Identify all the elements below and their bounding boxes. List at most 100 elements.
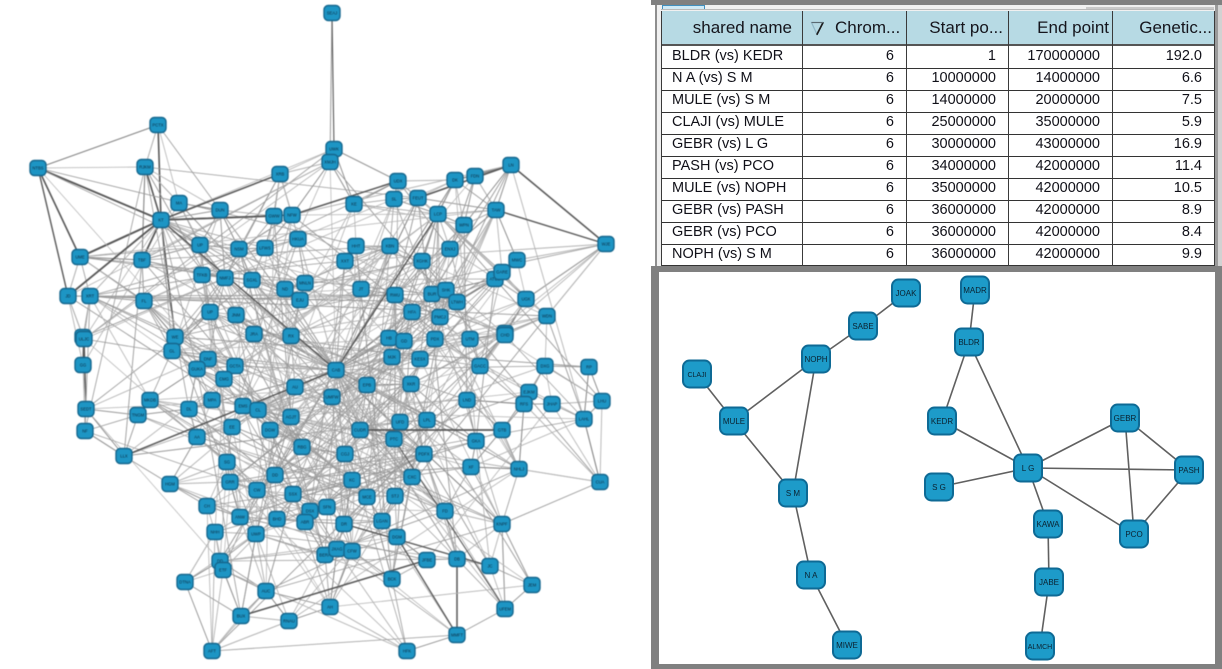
svg-text:MA: MA (176, 201, 182, 206)
svg-text:HKUA: HKUA (292, 237, 304, 242)
svg-text:ANW: ANW (235, 515, 245, 520)
svg-text:MPA: MPA (208, 398, 217, 403)
svg-text:FL: FL (142, 299, 148, 304)
svg-text:UFEM: UFEM (499, 607, 511, 612)
svg-text:DUN: DUN (215, 208, 224, 213)
svg-text:GWW: GWW (268, 214, 279, 219)
svg-text:HFA: HFA (408, 310, 416, 315)
svg-text:GRR: GRR (225, 480, 234, 485)
svg-text:MMFT: MMFT (451, 633, 464, 638)
svg-text:MKDB: MKDB (144, 398, 156, 403)
svg-text:CUDR: CUDR (354, 428, 366, 433)
svg-text:UP: UP (197, 243, 203, 248)
svg-text:DR: DR (341, 522, 347, 527)
svg-text:N A: N A (805, 571, 819, 580)
svg-text:NHLJ: NHLJ (514, 467, 524, 472)
svg-text:RBG: RBG (297, 445, 306, 450)
svg-text:LND: LND (463, 398, 471, 403)
svg-text:RNAU: RNAU (283, 619, 295, 624)
svg-text:TBF: TBF (138, 258, 146, 263)
svg-text:XGHK: XGHK (416, 259, 428, 264)
svg-text:BERA: BERA (319, 553, 331, 558)
svg-text:ETF: ETF (219, 568, 227, 573)
svg-text:ENXJ: ENXJ (445, 247, 456, 252)
svg-text:FD: FD (442, 509, 448, 514)
svg-text:PCTX: PCTX (152, 123, 163, 128)
svg-text:KAWA: KAWA (1037, 520, 1061, 529)
svg-text:RP: RP (586, 365, 592, 370)
svg-text:HGM: HGM (165, 482, 175, 487)
svg-text:BHD: BHD (273, 517, 282, 522)
svg-text:LLX: LLX (120, 454, 128, 459)
svg-text:UWP: UWP (251, 532, 261, 537)
svg-text:KEDR: KEDR (931, 417, 953, 426)
svg-text:SABE: SABE (852, 322, 873, 331)
svg-text:PCO: PCO (1125, 530, 1142, 539)
svg-text:FDN: FDN (471, 174, 480, 179)
svg-text:ND: ND (282, 287, 288, 292)
svg-text:MIWE: MIWE (836, 641, 858, 650)
svg-text:BCK: BCK (388, 577, 397, 582)
svg-text:HHT: HHT (352, 244, 361, 249)
svg-text:NOPH: NOPH (804, 355, 827, 364)
svg-text:GEBR: GEBR (1114, 414, 1137, 423)
svg-text:MADR: MADR (963, 286, 987, 295)
svg-text:UWK: UWK (329, 147, 339, 152)
svg-text:MJK: MJK (388, 355, 397, 360)
svg-text:NFW: NFW (287, 213, 297, 218)
svg-text:UTM: UTM (465, 337, 475, 342)
svg-text:BUR: BUR (428, 292, 437, 297)
svg-text:GL: GL (169, 349, 175, 354)
svg-text:EE: EE (229, 425, 235, 430)
svg-text:GKA: GKA (472, 439, 481, 444)
svg-text:CGJ: CGJ (341, 452, 349, 457)
svg-text:KC: KC (349, 478, 355, 483)
svg-text:FEUT: FEUT (413, 196, 424, 201)
svg-text:PDX: PDX (431, 337, 440, 342)
svg-text:WE: WE (172, 335, 179, 340)
svg-text:UP: UP (207, 310, 213, 315)
svg-text:CUA: CUA (596, 480, 605, 485)
svg-text:DNF: DNF (204, 357, 213, 362)
svg-text:GARE: GARE (496, 270, 508, 275)
svg-text:JOAK: JOAK (896, 289, 918, 298)
svg-text:WPN: WPN (459, 223, 469, 228)
svg-text:XRB: XRB (276, 172, 285, 177)
svg-text:LN: LN (508, 163, 513, 168)
svg-text:NHH: NHH (210, 530, 219, 535)
svg-text:AU: AU (292, 385, 298, 390)
svg-text:DL: DL (186, 407, 192, 412)
svg-text:WDN: WDN (542, 314, 552, 319)
svg-text:SFN: SFN (323, 505, 331, 510)
svg-text:RX: RX (288, 334, 294, 339)
svg-text:TNGM: TNGM (132, 413, 145, 418)
svg-text:RJKM: RJKM (139, 165, 151, 170)
svg-text:LAHL: LAHL (579, 417, 590, 422)
svg-text:SEDT: SEDT (80, 407, 92, 412)
svg-text:HFK: HFK (403, 649, 412, 654)
svg-text:DGM: DGM (392, 535, 402, 540)
svg-text:EPB: EPB (363, 383, 372, 388)
svg-text:BLDR: BLDR (958, 338, 980, 347)
svg-text:GD: GD (401, 339, 407, 344)
svg-text:MCE: MCE (362, 495, 372, 500)
svg-text:LHU: LHU (598, 399, 606, 404)
svg-text:JHAP: JHAP (547, 402, 558, 407)
svg-text:EJKM: EJKM (523, 390, 535, 395)
svg-text:CL: CL (255, 408, 261, 413)
svg-text:RFS: RFS (520, 402, 529, 407)
svg-text:GTB: GTB (498, 428, 507, 433)
svg-text:ABR: ABR (301, 520, 310, 525)
svg-text:SSX: SSX (289, 492, 298, 497)
svg-text:JRA: JRA (250, 332, 258, 337)
svg-text:EJU: EJU (296, 298, 304, 303)
svg-text:KESX: KESX (414, 357, 425, 362)
svg-text:NMFJ: NMFJ (219, 276, 230, 281)
svg-text:PASH: PASH (1178, 466, 1199, 475)
svg-text:S M: S M (786, 489, 801, 498)
svg-text:XF: XF (468, 465, 474, 470)
svg-text:KT: KT (158, 218, 164, 223)
svg-text:CMG: CMG (219, 377, 229, 382)
svg-text:LGAN: LGAN (376, 519, 387, 524)
svg-text:KBN: KBN (386, 244, 395, 249)
